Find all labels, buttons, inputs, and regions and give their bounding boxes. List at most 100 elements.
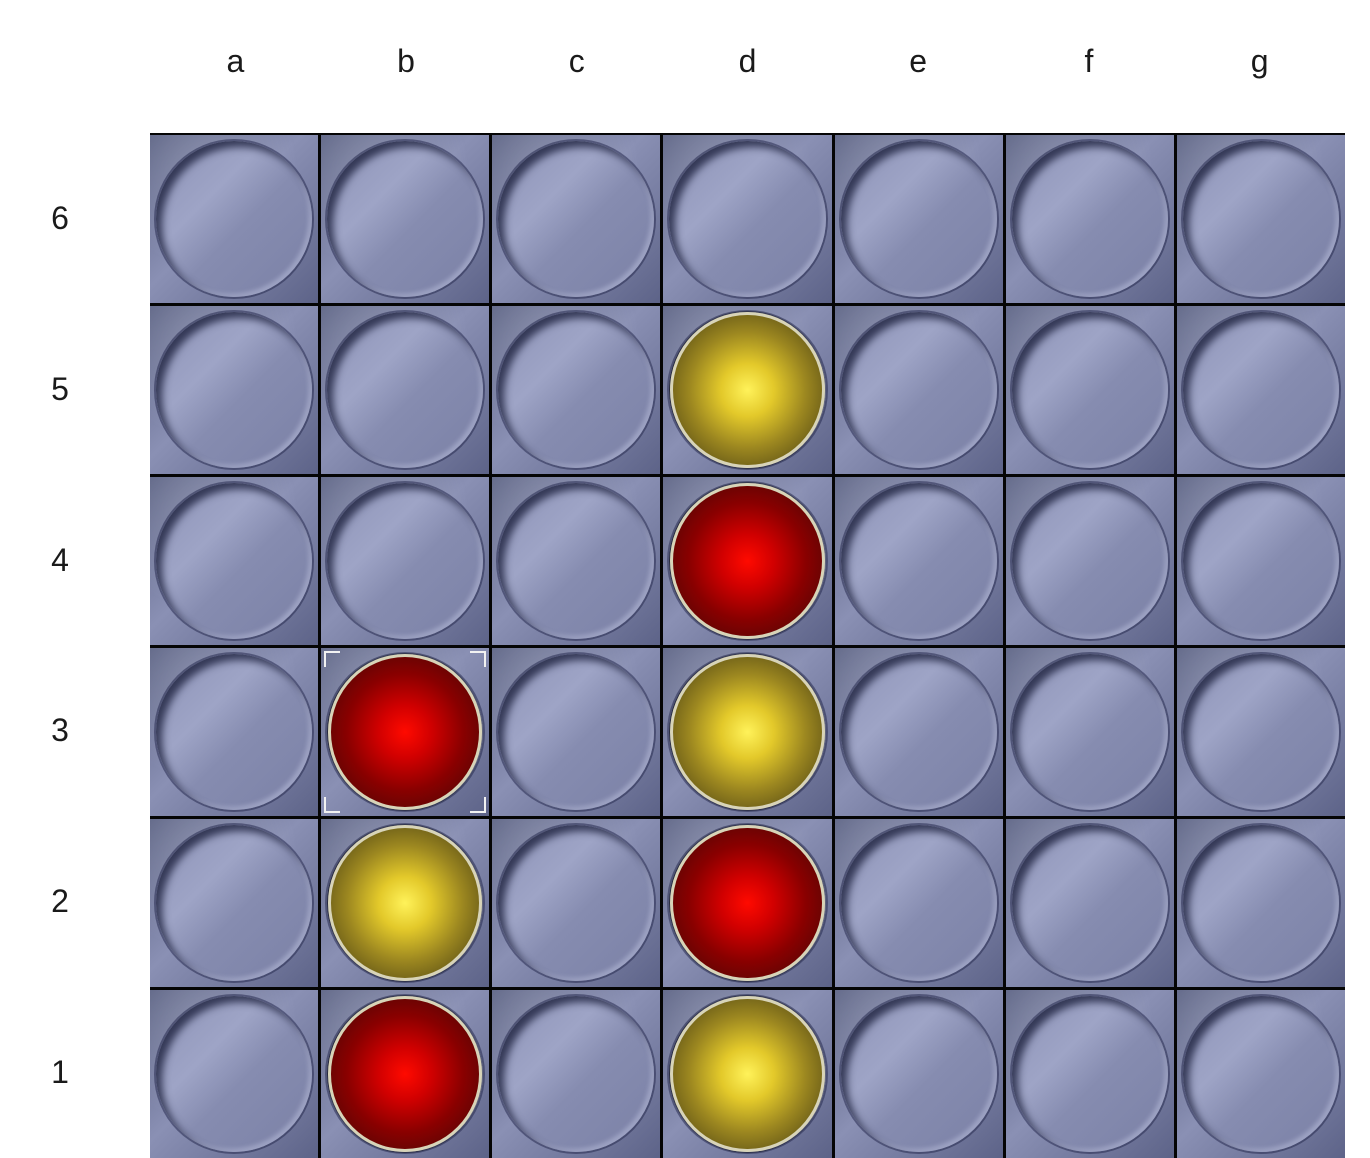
cell-f6[interactable] [1005, 135, 1174, 303]
red-piece [328, 654, 483, 810]
empty-hole [327, 483, 484, 639]
empty-hole [840, 483, 997, 639]
cell-g6[interactable] [1176, 135, 1345, 303]
cell-e5[interactable] [834, 306, 1003, 474]
cell-f1[interactable] [1005, 990, 1174, 1158]
red-piece [670, 825, 825, 981]
game-board [150, 133, 1345, 1158]
empty-hole [840, 654, 997, 810]
cell-g2[interactable] [1176, 819, 1345, 987]
red-piece [670, 483, 825, 639]
yellow-piece [670, 654, 825, 810]
cell-b6[interactable] [321, 135, 490, 303]
cell-c5[interactable] [492, 306, 661, 474]
yellow-piece [670, 312, 825, 468]
cell-d4[interactable] [663, 477, 832, 645]
cell-g1[interactable] [1176, 990, 1345, 1158]
column-label-e: e [909, 43, 928, 79]
empty-hole [498, 654, 655, 810]
row-label-2: 2 [51, 883, 69, 920]
empty-hole [1182, 312, 1339, 468]
row-label-1: 1 [51, 1054, 69, 1091]
cell-g3[interactable] [1176, 648, 1345, 816]
empty-hole [1182, 996, 1339, 1152]
empty-hole [156, 996, 313, 1152]
cell-e2[interactable] [834, 819, 1003, 987]
highlight-corner [324, 797, 341, 813]
empty-hole [1011, 483, 1168, 639]
cell-e1[interactable] [834, 990, 1003, 1158]
cell-c4[interactable] [492, 477, 661, 645]
empty-hole [156, 141, 313, 297]
column-label-g: g [1250, 43, 1269, 79]
cell-a1[interactable] [150, 990, 319, 1158]
cell-e4[interactable] [834, 477, 1003, 645]
column-label-a: a [226, 43, 245, 79]
cell-c1[interactable] [492, 990, 661, 1158]
red-piece [328, 996, 483, 1152]
cell-c2[interactable] [492, 819, 661, 987]
column-label-d: d [738, 43, 757, 79]
cell-e6[interactable] [834, 135, 1003, 303]
cell-b5[interactable] [321, 306, 490, 474]
empty-hole [156, 312, 313, 468]
cell-a6[interactable] [150, 135, 319, 303]
empty-hole [1011, 825, 1168, 981]
cell-d6[interactable] [663, 135, 832, 303]
row-labels: 6 5 4 3 2 1 [30, 133, 90, 1158]
empty-hole [156, 825, 313, 981]
cell-b4[interactable] [321, 477, 490, 645]
cell-f4[interactable] [1005, 477, 1174, 645]
cell-g4[interactable] [1176, 477, 1345, 645]
cell-d3[interactable] [663, 648, 832, 816]
cell-c6[interactable] [492, 135, 661, 303]
empty-hole [498, 483, 655, 639]
yellow-piece [670, 996, 825, 1152]
cell-d1[interactable] [663, 990, 832, 1158]
empty-hole [498, 141, 655, 297]
cell-f3[interactable] [1005, 648, 1174, 816]
empty-hole [498, 312, 655, 468]
empty-hole [840, 825, 997, 981]
empty-hole [1011, 654, 1168, 810]
row-label-4: 4 [51, 541, 69, 578]
highlight-corner [324, 651, 341, 667]
cell-b1[interactable] [321, 990, 490, 1158]
highlight-corner [470, 797, 487, 813]
cell-a3[interactable] [150, 648, 319, 816]
empty-hole [327, 312, 484, 468]
cell-e3[interactable] [834, 648, 1003, 816]
cell-g5[interactable] [1176, 306, 1345, 474]
empty-hole [1011, 996, 1168, 1152]
cell-b2[interactable] [321, 819, 490, 987]
empty-hole [1182, 141, 1339, 297]
empty-hole [840, 141, 997, 297]
row-label-5: 5 [51, 370, 69, 407]
row-label-6: 6 [51, 199, 69, 236]
empty-hole [156, 654, 313, 810]
empty-hole [1182, 654, 1339, 810]
cell-c3[interactable] [492, 648, 661, 816]
highlight-corner [470, 651, 487, 667]
cell-f5[interactable] [1005, 306, 1174, 474]
column-label-f: f [1084, 43, 1094, 79]
cell-f2[interactable] [1005, 819, 1174, 987]
yellow-piece [328, 825, 483, 981]
cell-d2[interactable] [663, 819, 832, 987]
empty-hole [156, 483, 313, 639]
row-label-3: 3 [51, 712, 69, 749]
cell-a5[interactable] [150, 306, 319, 474]
empty-hole [498, 996, 655, 1152]
empty-hole [327, 141, 484, 297]
empty-hole [498, 825, 655, 981]
empty-hole [1182, 825, 1339, 981]
empty-hole [1182, 483, 1339, 639]
empty-hole [1011, 312, 1168, 468]
empty-hole [840, 996, 997, 1152]
cell-d5[interactable] [663, 306, 832, 474]
cell-a4[interactable] [150, 477, 319, 645]
cell-b3[interactable] [321, 648, 490, 816]
column-label-c: c [568, 43, 585, 79]
empty-hole [1011, 141, 1168, 297]
cell-a2[interactable] [150, 819, 319, 987]
